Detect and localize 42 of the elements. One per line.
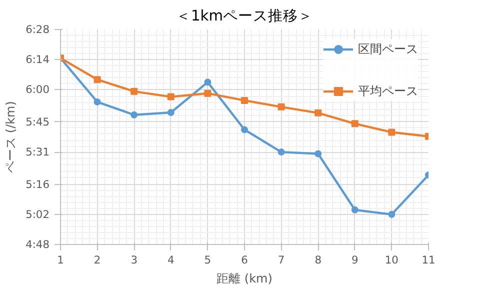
y-tick-label: 4:48 <box>26 238 50 251</box>
point <box>388 210 396 218</box>
point <box>278 103 285 110</box>
point <box>94 76 101 84</box>
point <box>130 88 138 95</box>
x-tick-label: 10 <box>384 254 399 266</box>
x-tick-label: 5 <box>204 254 212 266</box>
y-tick-label: 5:31 <box>26 146 50 159</box>
y-tick-label: 6:00 <box>26 83 50 96</box>
point <box>241 126 248 134</box>
y-tick-label: 5:02 <box>26 208 50 221</box>
point <box>130 111 138 118</box>
x-tick-label: 4 <box>168 254 175 266</box>
y-tick-label: 5:45 <box>26 115 50 128</box>
point <box>388 128 396 136</box>
point <box>351 206 358 214</box>
point <box>94 98 101 106</box>
point <box>204 90 212 97</box>
x-tick-label: 2 <box>94 254 101 266</box>
y-tick-label: 5:16 <box>26 178 50 191</box>
x-tick-label: 1 <box>57 254 64 266</box>
point <box>314 109 322 116</box>
chart-title: ＜1kmペース推移＞ <box>176 8 314 24</box>
point <box>278 148 285 156</box>
point <box>167 93 174 100</box>
x-tick-label: 8 <box>314 254 322 266</box>
x-tick-label: 7 <box>278 254 285 266</box>
x-tick-label: 3 <box>130 254 138 266</box>
y-axis-title: ペース (/km) <box>4 101 18 173</box>
point <box>314 150 322 158</box>
point <box>351 120 358 128</box>
x-tick-label: 11 <box>422 254 436 266</box>
x-tick-label: 6 <box>241 254 248 266</box>
x-tick-label: 9 <box>352 254 359 266</box>
point <box>204 78 212 86</box>
point <box>167 108 174 116</box>
legend-label: 区間ペース <box>358 40 418 58</box>
point <box>241 96 248 104</box>
x-axis-title: 距離 (km) <box>216 272 272 286</box>
y-tick-label: 6:14 <box>26 53 50 66</box>
y-tick-label: 6:28 <box>26 23 50 36</box>
legend-label: 平均ペース <box>358 82 418 100</box>
